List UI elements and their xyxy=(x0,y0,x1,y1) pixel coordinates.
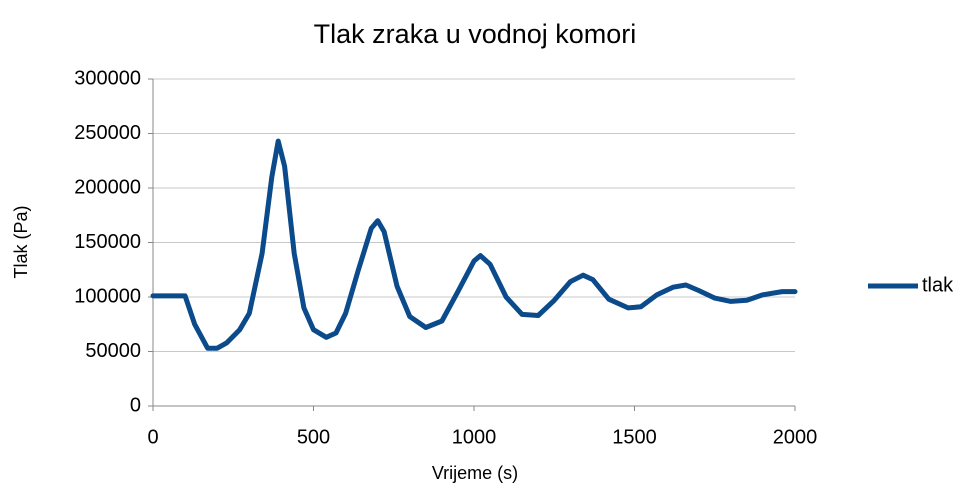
x-tick-label: 2000 xyxy=(773,426,818,448)
x-tick-label: 1000 xyxy=(452,426,497,448)
legend-label: tlak xyxy=(922,274,954,296)
x-axis-label: Vrijeme (s) xyxy=(432,463,518,483)
x-tick-label: 1500 xyxy=(612,426,657,448)
y-tick-label: 100000 xyxy=(74,285,141,307)
x-tick-label: 0 xyxy=(147,426,158,448)
data-line xyxy=(150,138,798,351)
y-tick-label: 0 xyxy=(130,394,141,416)
y-tick-label: 50000 xyxy=(85,340,141,362)
y-axis-label: Tlak (Pa) xyxy=(11,205,31,278)
y-tick-label: 200000 xyxy=(74,176,141,198)
y-tick-label: 300000 xyxy=(74,67,141,89)
x-tick-label: 500 xyxy=(297,426,330,448)
y-tick-label: 250000 xyxy=(74,122,141,144)
chart-title: Tlak zraka u vodnoj komori xyxy=(314,19,637,49)
y-tick-label: 150000 xyxy=(74,231,141,253)
